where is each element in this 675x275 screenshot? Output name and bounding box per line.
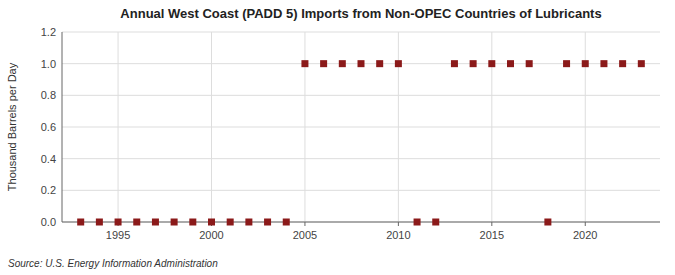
data-point <box>451 60 458 67</box>
x-tick-label: 2020 <box>573 229 597 241</box>
chart-container: Annual West Coast (PADD 5) Imports from … <box>0 0 675 275</box>
x-grid-line <box>118 32 119 222</box>
x-tick-label: 2000 <box>199 229 223 241</box>
x-tick <box>304 222 305 226</box>
x-grid-line <box>211 32 212 222</box>
data-point <box>395 60 402 67</box>
y-grid-line <box>62 127 660 128</box>
data-point <box>96 219 103 226</box>
data-point <box>77 219 84 226</box>
x-tick-label: 1995 <box>106 229 130 241</box>
data-point <box>283 219 290 226</box>
y-axis-label: Thousand Barrels per Day <box>6 62 18 191</box>
y-grid-line <box>62 158 660 159</box>
data-point <box>115 219 122 226</box>
data-point <box>563 60 570 67</box>
data-point <box>152 219 159 226</box>
x-axis-line <box>62 222 660 223</box>
data-point <box>189 219 196 226</box>
y-tick-label: 1.2 <box>41 26 56 38</box>
grid <box>62 32 660 222</box>
y-axis-line <box>62 32 63 222</box>
data-point <box>227 219 234 226</box>
y-tick-label: 0.2 <box>41 184 56 196</box>
data-point <box>133 219 140 226</box>
data-point <box>414 219 421 226</box>
x-tick <box>398 222 399 226</box>
data-point <box>470 60 477 67</box>
data-point <box>245 219 252 226</box>
data-point <box>376 60 383 67</box>
y-grid-line <box>62 190 660 191</box>
y-tick-label: 1.0 <box>41 58 56 70</box>
data-point <box>432 219 439 226</box>
data-point <box>544 219 551 226</box>
data-point <box>526 60 533 67</box>
axes: 0.0 0.2 0.4 0.6 0.8 1.0 1.2 1995 2000 2005 2010 201… <box>41 26 660 241</box>
y-tick-label: 0.6 <box>41 121 56 133</box>
y-grid-line <box>62 95 660 96</box>
data-point <box>619 60 626 67</box>
x-tick <box>585 222 586 226</box>
chart-svg: Annual West Coast (PADD 5) Imports from … <box>0 0 675 275</box>
x-tick-label: 2005 <box>293 229 317 241</box>
data-point <box>320 60 327 67</box>
data-point <box>582 60 589 67</box>
data-point <box>507 60 514 67</box>
data-point <box>208 219 215 226</box>
data-marks <box>77 60 645 225</box>
data-point <box>339 60 346 67</box>
data-point <box>600 60 607 67</box>
data-point <box>358 60 365 67</box>
chart-title: Annual West Coast (PADD 5) Imports from … <box>120 6 601 21</box>
data-point <box>488 60 495 67</box>
y-grid-line <box>62 222 660 223</box>
y-grid-line <box>62 32 660 33</box>
source-note: Source: U.S. Energy Information Administ… <box>8 258 218 269</box>
data-point <box>638 60 645 67</box>
data-point <box>264 219 271 226</box>
x-tick <box>491 222 492 226</box>
data-point <box>301 60 308 67</box>
y-tick-label: 0.4 <box>41 153 56 165</box>
y-tick-label: 0.8 <box>41 89 56 101</box>
x-tick-label: 2015 <box>480 229 504 241</box>
data-point <box>171 219 178 226</box>
x-tick-label: 2010 <box>386 229 410 241</box>
y-tick-label: 0.0 <box>41 216 56 228</box>
